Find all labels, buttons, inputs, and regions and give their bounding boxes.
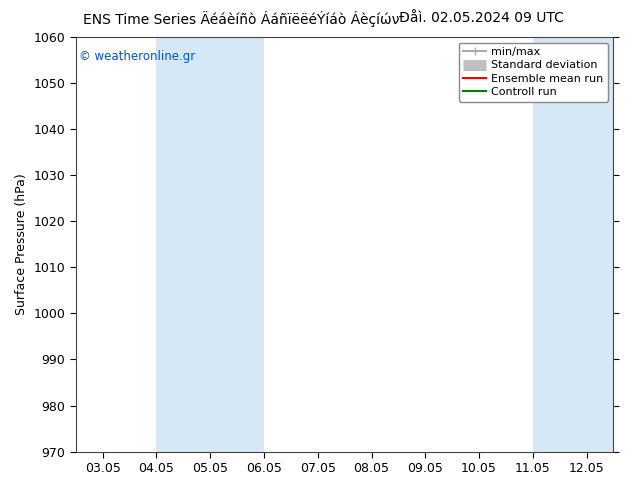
Text: © weatheronline.gr: © weatheronline.gr — [79, 49, 195, 63]
Y-axis label: Surface Pressure (hPa): Surface Pressure (hPa) — [15, 173, 28, 315]
Text: ENS Time Series Äéáèíñò ÁáñïëëéÝíáò Áèçíών: ENS Time Series Äéáèíñò ÁáñïëëéÝíáò Áèçí… — [82, 11, 399, 27]
Bar — [157, 37, 264, 452]
Bar — [533, 37, 619, 452]
Text: Đåì. 02.05.2024 09 UTC: Đåì. 02.05.2024 09 UTC — [399, 11, 564, 25]
Legend: min/max, Standard deviation, Ensemble mean run, Controll run: min/max, Standard deviation, Ensemble me… — [459, 43, 608, 101]
